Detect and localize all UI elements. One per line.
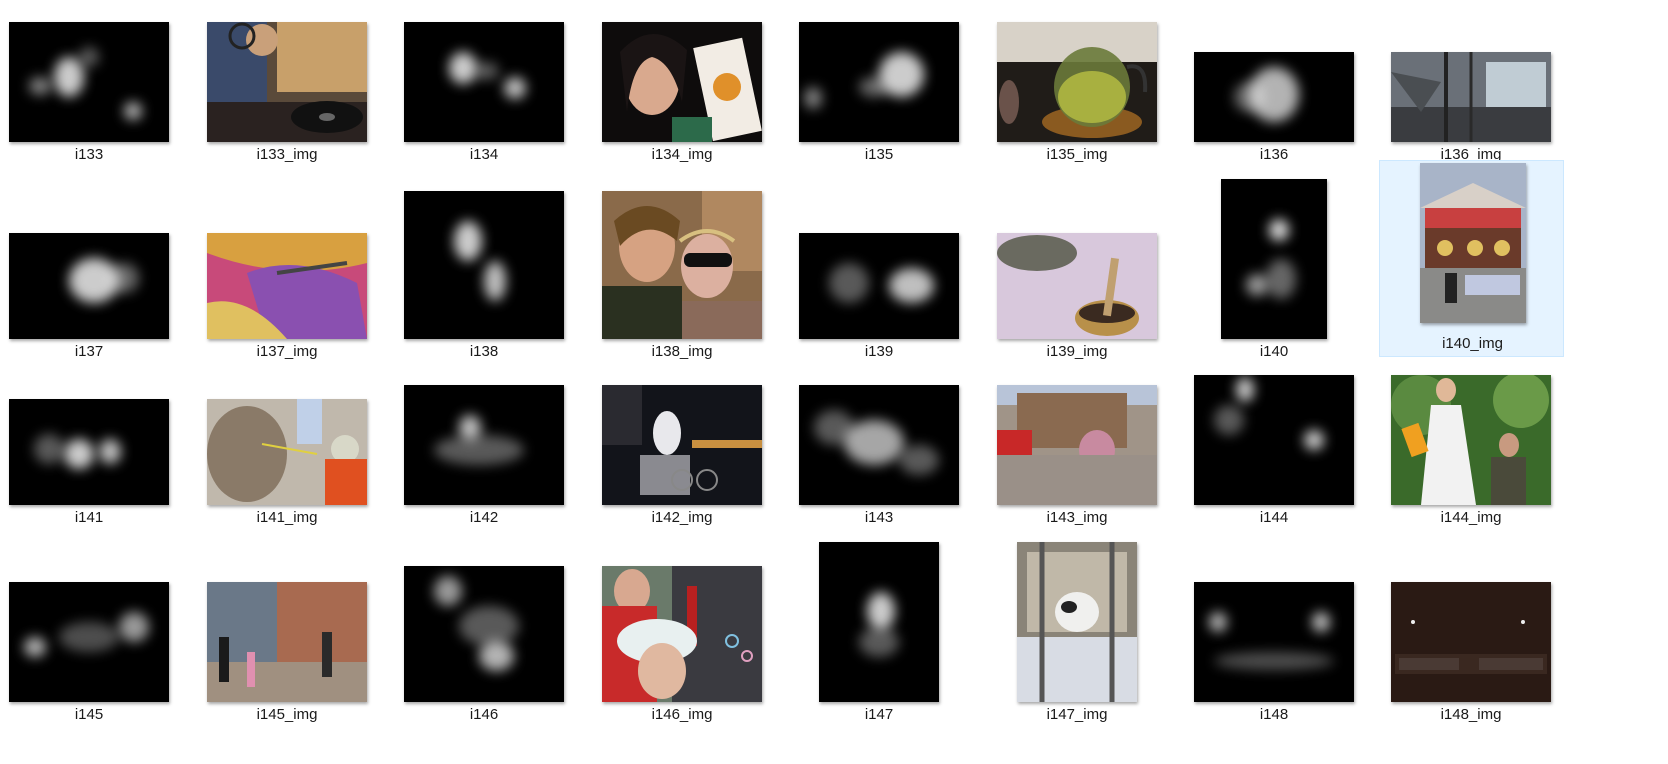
file-name: i139 — [864, 343, 894, 360]
saliency-map-thumbnail — [799, 385, 959, 505]
file-item-i139-img[interactable]: i139_img — [992, 201, 1162, 389]
file-item-i138[interactable]: i138 — [399, 191, 569, 389]
file-item-i133-img[interactable]: i133_img — [202, 4, 372, 192]
file-item-i143[interactable]: i143 — [794, 367, 964, 555]
saliency-map-thumbnail — [1194, 582, 1354, 702]
file-item-i144[interactable]: i144 — [1189, 367, 1359, 555]
saliency-map-thumbnail — [404, 385, 564, 505]
file-name: i140_img — [1442, 335, 1503, 352]
saliency-map-thumbnail — [404, 566, 564, 702]
bubbles-crowd-photo — [602, 566, 762, 702]
file-item-i141[interactable]: i141 — [4, 367, 174, 555]
file-item-i148[interactable]: i148 — [1189, 564, 1359, 752]
file-name: i141_img — [256, 509, 318, 526]
file-name: i134_img — [651, 146, 713, 163]
saliency-map-thumbnail — [9, 582, 169, 702]
couple-selfie-photo — [602, 191, 762, 339]
file-item-i147-img[interactable]: i147_img — [992, 542, 1162, 752]
file-name: i137_img — [256, 343, 318, 360]
file-item-i133[interactable]: i133 — [4, 4, 174, 192]
saliency-map-thumbnail — [1221, 179, 1327, 339]
saliency-map-thumbnail — [404, 22, 564, 142]
file-item-i143-img[interactable]: i143_img — [992, 367, 1162, 555]
file-item-i145[interactable]: i145 — [4, 564, 174, 752]
file-name: i135 — [864, 146, 894, 163]
dj-turntable-photo — [207, 22, 367, 142]
file-name: i146_img — [651, 706, 713, 723]
file-name: i133 — [74, 146, 104, 163]
file-item-i137-img[interactable]: i137_img — [202, 201, 372, 389]
file-item-i147[interactable]: i147 — [794, 542, 964, 752]
street-houses-photo — [207, 582, 367, 702]
carousel-photo — [1419, 163, 1526, 323]
file-name: i137 — [74, 343, 104, 360]
file-item-i136[interactable]: i136 — [1189, 4, 1359, 192]
file-name: i138_img — [651, 343, 713, 360]
file-item-i135-img[interactable]: i135_img — [992, 4, 1162, 192]
saliency-map-thumbnail — [9, 233, 169, 339]
saliency-map-thumbnail — [1194, 375, 1354, 505]
file-name: i133_img — [256, 146, 318, 163]
file-item-i146-img[interactable]: i146_img — [597, 564, 767, 752]
file-item-i136-img[interactable]: i136_img — [1386, 4, 1556, 192]
colorful-fabric-photo — [207, 233, 367, 339]
file-item-i145-img[interactable]: i145_img — [202, 564, 372, 752]
file-name: i145_img — [256, 706, 318, 723]
file-item-i135[interactable]: i135 — [794, 4, 964, 192]
file-item-i139[interactable]: i139 — [794, 201, 964, 389]
file-name: i140 — [1259, 343, 1289, 360]
saliency-map-thumbnail — [9, 22, 169, 142]
bride-in-park-photo — [1391, 375, 1551, 505]
file-name: i145 — [74, 706, 104, 723]
dark-sign-photo — [1391, 582, 1551, 702]
file-item-i141-img[interactable]: i141_img — [202, 367, 372, 555]
file-name: i148_img — [1440, 706, 1502, 723]
file-name: i136_img — [1440, 146, 1502, 163]
file-name: i136 — [1259, 146, 1289, 163]
file-item-i144-img[interactable]: i144_img — [1386, 367, 1556, 555]
file-name: i144_img — [1440, 509, 1502, 526]
file-name: i147_img — [1046, 706, 1108, 723]
singing-bowl-photo — [997, 233, 1157, 339]
cat-in-box-photo — [1017, 542, 1137, 702]
file-name: i147 — [864, 706, 894, 723]
file-item-i134-img[interactable]: i134_img — [597, 4, 767, 192]
file-item-i134[interactable]: i134 — [399, 4, 569, 192]
saliency-map-thumbnail — [799, 22, 959, 142]
file-item-i142[interactable]: i142 — [399, 367, 569, 555]
file-name: i142 — [469, 509, 499, 526]
file-name: i144 — [1259, 509, 1289, 526]
file-item-i140-img[interactable]: i140_img — [1379, 160, 1564, 357]
file-name: i146 — [469, 706, 499, 723]
saliency-map-thumbnail — [1194, 52, 1354, 142]
file-name: i148 — [1259, 706, 1289, 723]
file-item-i137[interactable]: i137 — [4, 201, 174, 389]
file-name: i143 — [864, 509, 894, 526]
saliency-map-thumbnail — [819, 542, 939, 702]
file-item-i138-img[interactable]: i138_img — [597, 191, 767, 389]
file-name: i142_img — [651, 509, 713, 526]
saliency-map-thumbnail — [799, 233, 959, 339]
file-name: i138 — [469, 343, 499, 360]
file-item-i142-img[interactable]: i142_img — [597, 367, 767, 555]
file-name: i141 — [74, 509, 104, 526]
donkey-child-photo — [207, 399, 367, 505]
file-name: i135_img — [1046, 146, 1108, 163]
file-item-i146[interactable]: i146 — [399, 564, 569, 752]
file-item-i148-img[interactable]: i148_img — [1386, 564, 1556, 752]
file-item-i140[interactable]: i140 — [1189, 179, 1359, 389]
woman-with-snack-bag-photo — [602, 22, 762, 142]
city-square-balloon-photo — [997, 385, 1157, 505]
saliency-map-thumbnail — [9, 399, 169, 505]
file-name: i134 — [469, 146, 499, 163]
file-name: i143_img — [1046, 509, 1108, 526]
file-name: i139_img — [1046, 343, 1108, 360]
teapot-photo — [997, 22, 1157, 142]
ruined-building-photo — [1391, 52, 1551, 142]
saliency-map-thumbnail — [404, 191, 564, 339]
night-statue-photo — [602, 385, 762, 505]
